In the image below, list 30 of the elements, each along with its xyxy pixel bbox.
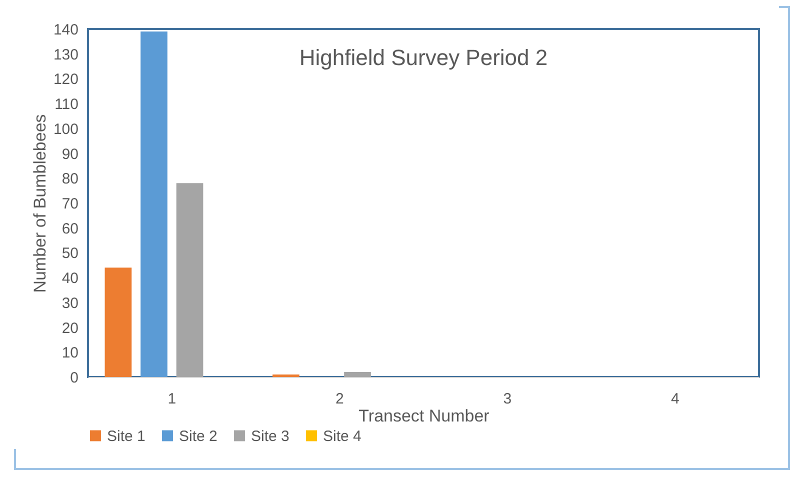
- legend-label: Site 2: [179, 428, 218, 445]
- y-tick-label: 60: [62, 220, 78, 238]
- bar: [140, 31, 168, 377]
- y-tick-label: 10: [62, 344, 78, 362]
- y-tick-label: 80: [62, 170, 78, 188]
- legend-label: Site 3: [251, 428, 290, 445]
- y-tick-label: 100: [53, 120, 78, 138]
- legend-label: Site 1: [107, 428, 146, 445]
- bar: [104, 268, 132, 377]
- y-tick-label: 30: [62, 294, 78, 312]
- bar: [176, 183, 204, 377]
- x-tick-label: 2: [335, 390, 344, 408]
- y-tick-label: 90: [62, 146, 78, 163]
- y-tick-label: 20: [62, 320, 78, 337]
- y-tick-label: 140: [53, 22, 78, 38]
- text: Highfield Survey Period 2: [299, 45, 548, 70]
- x-tick-label: 1: [168, 390, 176, 408]
- y-tick-label: 110: [54, 96, 78, 114]
- y-tick-label: 130: [53, 46, 78, 64]
- y-tick-label: 120: [53, 71, 78, 88]
- y-tick-label: 70: [62, 196, 78, 212]
- legend-label: Site 4: [323, 428, 362, 445]
- y-tick-label: 40: [62, 270, 78, 288]
- x-tick-label: 3: [503, 390, 512, 408]
- y-tick-label: 0: [70, 370, 78, 386]
- y-axis-title: Number of Bumblebees: [30, 114, 50, 293]
- x-tick-label: 4: [670, 390, 680, 408]
- y-tick-label: 50: [62, 245, 78, 262]
- x-axis-title: Transect Number: [358, 406, 490, 426]
- bar: [344, 372, 371, 377]
